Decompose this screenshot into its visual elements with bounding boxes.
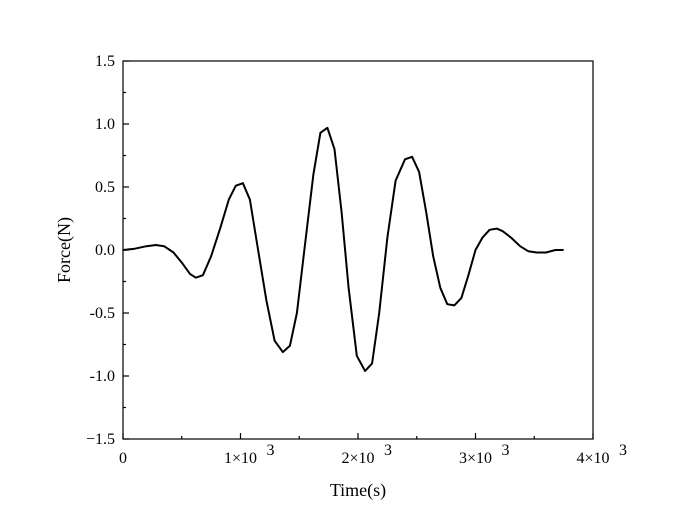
ticks-layer <box>122 60 594 440</box>
y-tick-label: 0.0 <box>95 242 115 259</box>
x-tick-label: 4×10 <box>576 450 609 467</box>
series-line-0 <box>122 126 564 372</box>
y-tick-label: -0.5 <box>90 305 115 322</box>
x-axis-title: Time(s) <box>330 480 386 501</box>
x-tick-exponent: 3 <box>502 442 510 459</box>
x-tick-label: 2×10 <box>341 450 374 467</box>
y-tick-label: 0.5 <box>95 179 115 196</box>
x-tick-label: 1×10 <box>224 450 257 467</box>
x-tick-exponent: 3 <box>384 442 392 459</box>
x-tick-exponent: 3 <box>267 442 275 459</box>
x-tick-label: 3×10 <box>459 450 492 467</box>
x-tick-exponent: 3 <box>619 442 627 459</box>
y-tick-label: 1.5 <box>95 53 115 70</box>
x-tick-label: 0 <box>119 450 127 467</box>
tick-labels-layer: 1.5 1.0 0.5 0.0 -0.5 -1.0 −1.50 1×10 3 2×10 3 3×10 3… <box>86 53 627 467</box>
y-axis-title: Force(N) <box>54 217 75 283</box>
y-tick-label: −1.5 <box>86 431 115 448</box>
series-layer <box>122 126 564 372</box>
y-tick-label: -1.0 <box>90 368 115 385</box>
plot-frame <box>122 60 594 440</box>
y-tick-label: 1.0 <box>95 116 115 133</box>
